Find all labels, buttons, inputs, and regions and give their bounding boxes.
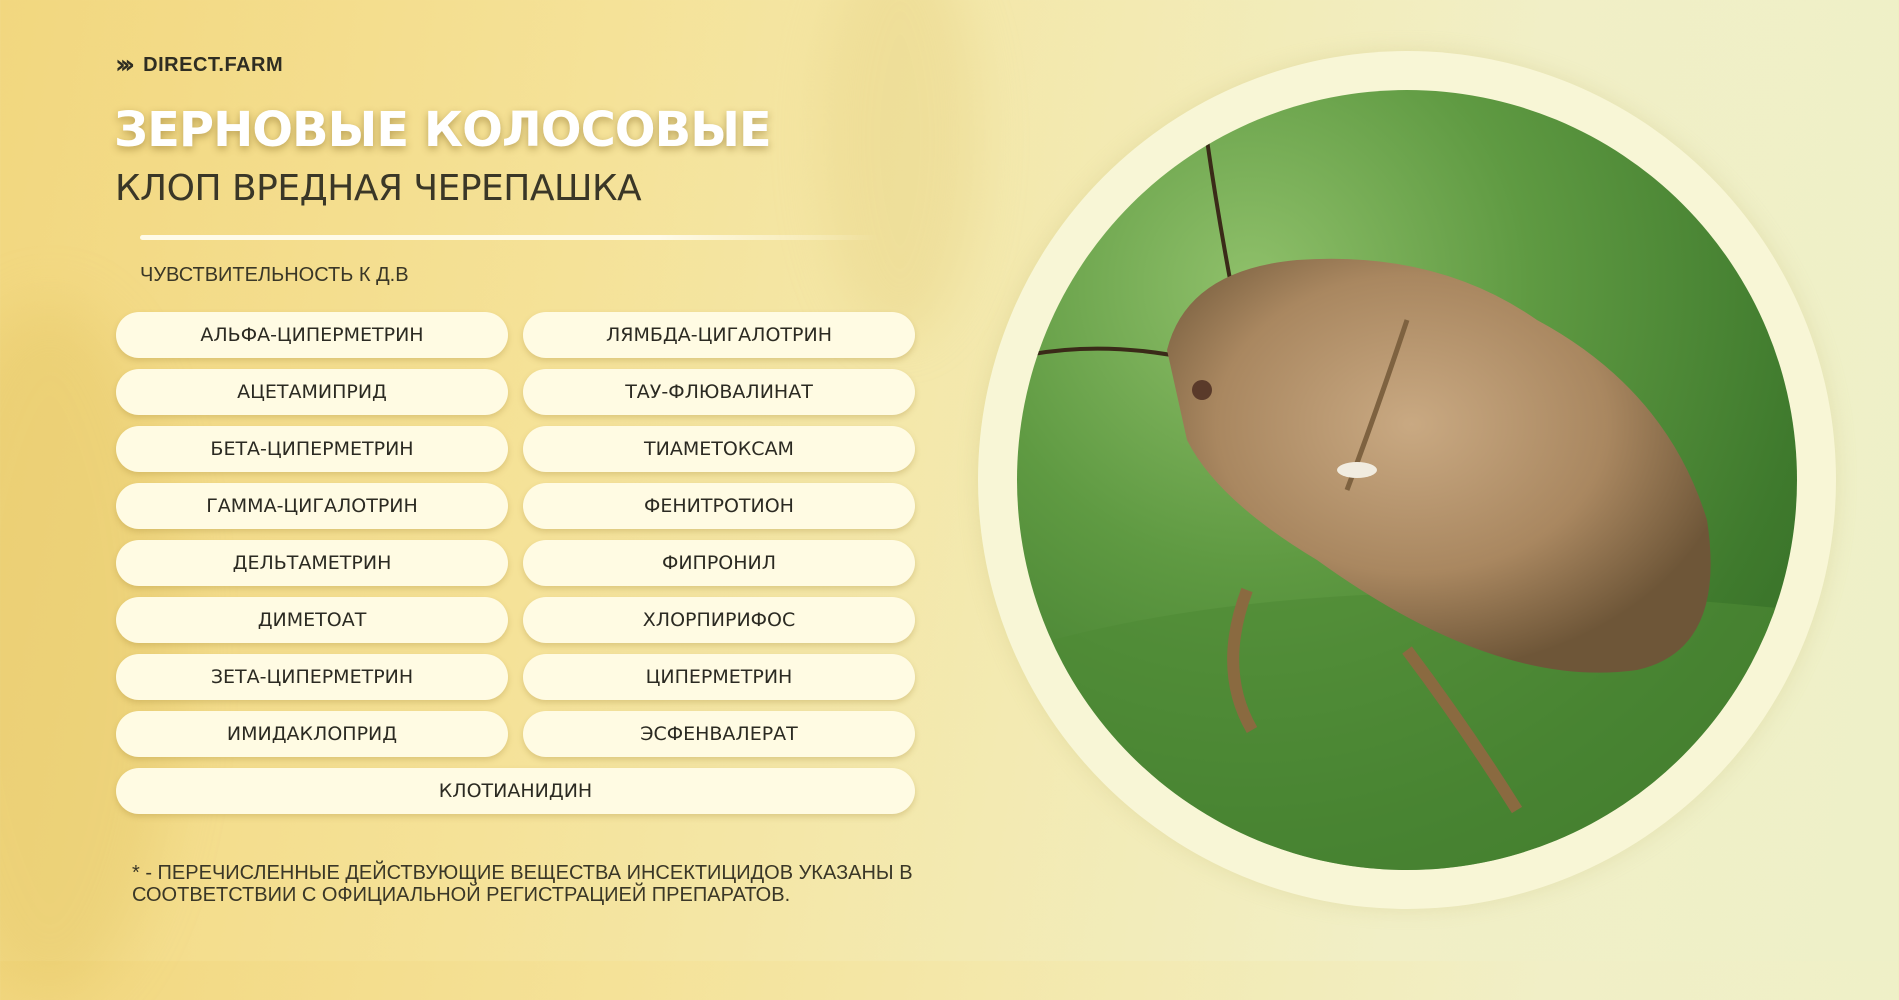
substance-pill: ХЛОРПИРИФОС (523, 597, 915, 643)
substance-pill: ИМИДАКЛОПРИД (116, 711, 508, 757)
substance-pill: ФИПРОНИЛ (523, 540, 915, 586)
substance-pill: ЦИПЕРМЕТРИН (523, 654, 915, 700)
page-title: ЗЕРНОВЫЕ КОЛОСОВЫЕ (114, 102, 772, 158)
chevrons-right-icon: ››› (115, 50, 135, 80)
substance-list: АЛЬФА-ЦИПЕРМЕТРИН ЛЯМБДА-ЦИГАЛОТРИН АЦЕТ… (116, 312, 915, 814)
wheat-background-decoration (820, 0, 980, 340)
footnote: * - ПЕРЕЧИСЛЕННЫЕ ДЕЙСТВУЮЩИЕ ВЕЩЕСТВА И… (132, 862, 913, 906)
substance-pill: БЕТА-ЦИПЕРМЕТРИН (116, 426, 508, 472)
substance-pill: АЦЕТАМИПРИД (116, 369, 508, 415)
divider (140, 235, 880, 240)
bug-photo (1017, 90, 1797, 870)
substance-pill: ТИАМЕТОКСАМ (523, 426, 915, 472)
substance-pill: ЭСФЕНВАЛЕРАТ (523, 711, 915, 757)
substance-pill: ФЕНИТРОТИОН (523, 483, 915, 529)
brand-logo: ››› DIRECT.FARM (115, 50, 283, 80)
section-label: ЧУВСТВИТЕЛЬНОСТЬ К Д.В (140, 264, 409, 286)
substance-pill: КЛОТИАНИДИН (116, 768, 915, 814)
footnote-line: СООТВЕТСТВИИ С ОФИЦИАЛЬНОЙ РЕГИСТРАЦИЕЙ … (132, 884, 791, 906)
substance-pill: ГАММА-ЦИГАЛОТРИН (116, 483, 508, 529)
brand-name: DIRECT.FARM (143, 53, 284, 76)
substance-pill: ДИМЕТОАТ (116, 597, 508, 643)
substance-pill: ЛЯМБДА-ЦИГАЛОТРИН (523, 312, 915, 358)
footnote-line: * - ПЕРЕЧИСЛЕННЫЕ ДЕЙСТВУЮЩИЕ ВЕЩЕСТВА И… (132, 862, 913, 884)
photo-frame (978, 51, 1836, 909)
substance-pill: ДЕЛЬТАМЕТРИН (116, 540, 508, 586)
page-subtitle: КЛОП ВРЕДНАЯ ЧЕРЕПАШКА (115, 168, 642, 209)
shield-bug-illustration (1017, 139, 1797, 870)
substance-pill: ЗЕТА-ЦИПЕРМЕТРИН (116, 654, 508, 700)
substance-pill: ТАУ-ФЛЮВАЛИНАТ (523, 369, 915, 415)
substance-pill: АЛЬФА-ЦИПЕРМЕТРИН (116, 312, 508, 358)
